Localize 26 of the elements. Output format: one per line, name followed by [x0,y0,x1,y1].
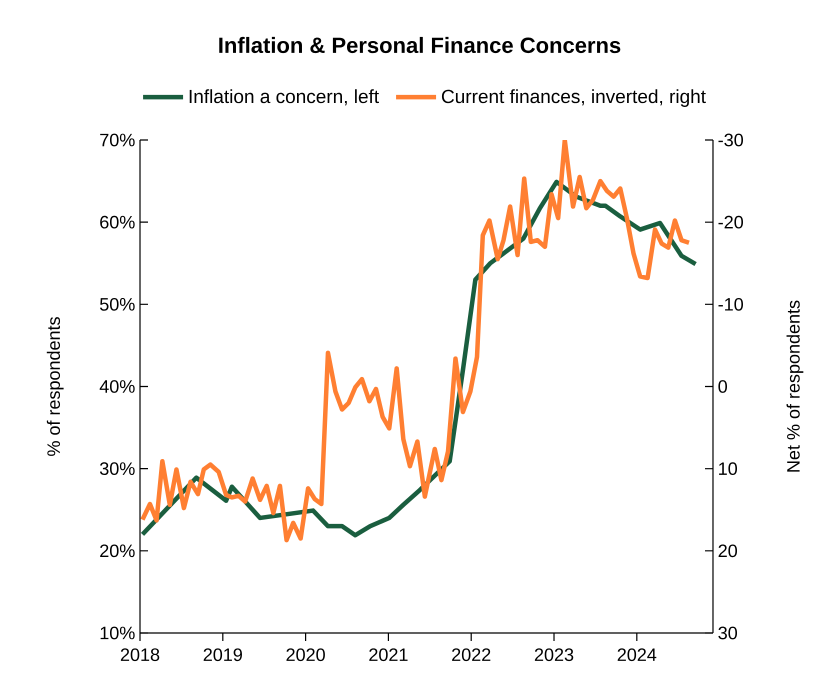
x-tick-label: 2019 [204,648,242,662]
x-tick-label: 2021 [369,648,408,662]
y2-tick-label: -10 [718,298,744,311]
y2-axis-title: Net % of respondents [786,300,804,472]
y2-tick-label: 0 [718,380,728,393]
y2-tick-label: -20 [718,216,744,229]
y2-tick-label: -30 [718,134,744,146]
y2-tick-label: 20 [718,544,738,558]
y-tick-label: 40% [100,380,135,393]
x-tick-label: 2024 [618,648,656,662]
y-tick-label: 70% [100,134,135,146]
y2-tick-label: 10 [719,462,738,476]
y-axis-title: % of respondents [46,317,64,456]
y2-tick-label: 30 [718,626,738,640]
y-tick-label: 10% [100,626,135,640]
x-tick-label: 2022 [452,648,490,662]
y-tick-label: 60% [100,216,135,229]
x-tick-label: 2023 [534,648,574,662]
x-tick-label: 2018 [120,648,160,662]
chart-title: Inflation & Personal Finance Concerns [219,36,620,54]
y-tick-label: 50% [100,298,135,311]
y-tick-label: 20% [100,544,135,558]
x-tick-label: 2020 [286,648,325,662]
y-tick-label: 30% [100,462,135,476]
legend-label: Current finances, inverted, right [442,89,706,107]
legend-label: Inflation a concern, left [190,89,379,106]
